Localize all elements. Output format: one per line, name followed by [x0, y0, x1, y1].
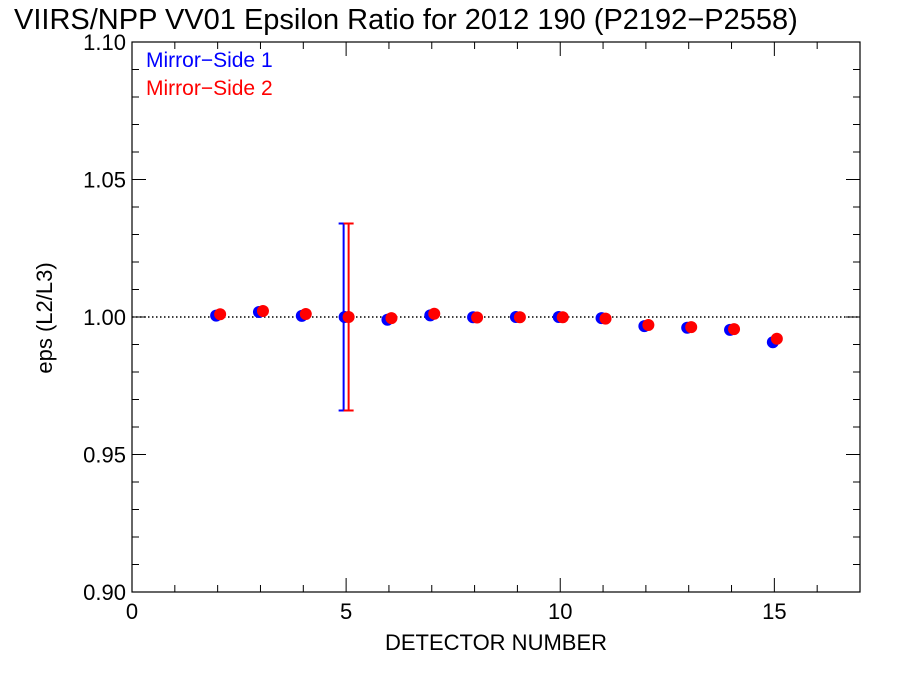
x-tick-label: 0: [126, 599, 138, 624]
axis-ticks: 0 5 10 15 0.90 0.95 1.00 1.05 1.10: [83, 30, 861, 624]
data-point-series-2: [385, 312, 398, 325]
y-tick-label: 0.95: [83, 443, 126, 468]
x-tick-label: 15: [762, 599, 786, 624]
data-point-series-2: [513, 311, 526, 324]
data-point-series-2: [471, 311, 484, 324]
data-point-series-2: [728, 323, 741, 336]
data-points: [210, 304, 783, 349]
data-point-series-2: [556, 311, 569, 324]
data-point-series-2: [342, 311, 355, 323]
data-point-series-2: [599, 312, 612, 325]
y-tick-label: 1.05: [83, 168, 126, 193]
y-tick-label: 1.00: [83, 305, 126, 330]
data-point-series-2: [256, 304, 269, 317]
data-point-series-2: [428, 307, 441, 320]
legend-series-1: Mirror−Side 1: [146, 49, 273, 72]
chart-title: VIIRS/NPP VV01 Epsilon Ratio for 2012 19…: [14, 4, 798, 36]
data-point-series-2: [299, 307, 312, 320]
data-point-series-2: [642, 318, 655, 331]
y-axis-label: eps (L2/L3): [32, 262, 57, 373]
legend-series-2: Mirror−Side 2: [146, 77, 273, 100]
y-tick-label: 1.10: [83, 30, 126, 55]
data-point-series-2: [685, 321, 698, 334]
data-point-series-2: [770, 332, 783, 345]
data-point-series-2: [214, 308, 227, 321]
y-tick-label: 0.90: [83, 580, 126, 605]
x-axis-label: DETECTOR NUMBER: [385, 630, 607, 655]
x-tick-label: 10: [548, 599, 572, 624]
x-tick-label: 5: [340, 599, 352, 624]
legend: Mirror−Side 1 Mirror−Side 2: [146, 49, 273, 100]
